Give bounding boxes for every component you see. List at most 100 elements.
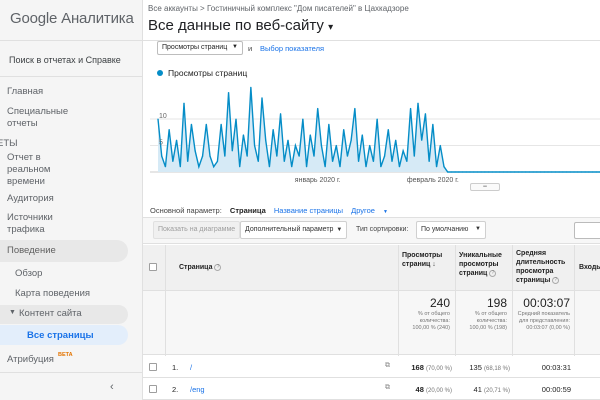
column-header-pageviews-label: Просмотры страниц bbox=[402, 252, 443, 268]
select-all-checkbox[interactable] bbox=[149, 263, 157, 271]
help-icon[interactable]: ? bbox=[552, 276, 560, 284]
column-header-unique[interactable]: Уникальные просмотры страниц? bbox=[459, 251, 511, 278]
chart-area bbox=[158, 87, 600, 172]
chart-point bbox=[183, 102, 185, 104]
chevron-left-icon[interactable]: ‹ bbox=[110, 381, 114, 393]
row-page-link[interactable]: / bbox=[190, 363, 193, 372]
chart-point bbox=[224, 155, 226, 157]
page-title[interactable]: Все данные по веб-сайту ▾ bbox=[148, 17, 333, 34]
chart-point bbox=[272, 129, 274, 131]
chart-point bbox=[343, 129, 345, 131]
sidebar-search-input[interactable]: Поиск в отчетах и Справке bbox=[9, 55, 121, 65]
chart-point bbox=[172, 160, 174, 163]
table-row bbox=[143, 356, 600, 378]
chart-point bbox=[435, 166, 438, 168]
chart-point bbox=[354, 107, 356, 110]
row-checkbox[interactable] bbox=[149, 363, 157, 371]
chart-point bbox=[246, 155, 248, 157]
total-pageviews-share: % от общего количества: 100,00 % (240) bbox=[412, 311, 450, 331]
chart-point bbox=[402, 150, 404, 152]
chart-x-labels: январь 2020 г. февраль 2020 г. bbox=[295, 177, 459, 184]
column-divider bbox=[512, 245, 513, 400]
external-link-icon[interactable]: ⧉ bbox=[385, 384, 390, 391]
sort-type-label: Тип сортировки: bbox=[356, 226, 409, 233]
chart-point bbox=[554, 171, 557, 173]
chart-points bbox=[157, 86, 600, 173]
sidebar-item-overview[interactable]: Обзор bbox=[15, 268, 43, 279]
chart-point bbox=[216, 160, 219, 163]
column-divider bbox=[574, 245, 575, 400]
column-header-entrances[interactable]: Входы bbox=[579, 264, 600, 271]
row-pageviews-pct: (70,00 %) bbox=[425, 366, 452, 372]
sidebar-item-special-reports[interactable]: Специальные отчеты bbox=[7, 106, 69, 129]
chart-point bbox=[276, 155, 278, 157]
column-divider bbox=[455, 245, 456, 400]
dimension-other[interactable]: Другое ▼ bbox=[351, 206, 394, 215]
help-icon[interactable]: ? bbox=[489, 269, 497, 277]
chart-point bbox=[476, 171, 479, 173]
total-unique-share: % от общего количества: 100,00 % (198) bbox=[469, 311, 507, 331]
chart-point bbox=[339, 166, 341, 168]
chart-point bbox=[376, 118, 378, 120]
chart-point bbox=[361, 134, 363, 136]
chart-point bbox=[291, 166, 293, 168]
row-pageviews: 168 (70,00 %) bbox=[400, 363, 452, 372]
chart-point bbox=[283, 160, 285, 163]
chart-point bbox=[499, 171, 501, 173]
row-checkbox[interactable] bbox=[149, 385, 157, 393]
chart-point bbox=[369, 144, 371, 147]
chart-point bbox=[565, 171, 568, 173]
sidebar-item-behavior[interactable]: Поведение bbox=[7, 245, 56, 256]
chart-point bbox=[447, 171, 449, 173]
secondary-dimension-label: Дополнительный параметр bbox=[245, 226, 334, 233]
chart-point bbox=[328, 123, 330, 125]
chart-point bbox=[539, 171, 542, 173]
chart-point bbox=[484, 171, 486, 173]
sidebar-item-site-content[interactable]: Контент сайта bbox=[19, 308, 82, 319]
column-header-page[interactable]: Страница? bbox=[179, 263, 222, 272]
chart-point bbox=[231, 150, 233, 152]
sidebar-divider bbox=[0, 40, 143, 41]
total-pageviews: 240 bbox=[429, 296, 450, 310]
chart-point bbox=[595, 171, 597, 173]
date-range-handle[interactable]: ═ bbox=[470, 183, 500, 191]
dimension-page[interactable]: Страница bbox=[229, 206, 266, 215]
chart-point bbox=[510, 171, 512, 173]
sidebar-item-acquisition[interactable]: Источники трафика bbox=[7, 212, 53, 235]
table-search-input[interactable] bbox=[574, 222, 600, 239]
chart-point bbox=[309, 134, 311, 136]
chart-point bbox=[383, 155, 386, 157]
chart-point bbox=[261, 97, 263, 99]
sidebar-item-behavior-flow[interactable]: Карта поведения bbox=[15, 288, 91, 299]
chart-point bbox=[190, 123, 193, 125]
external-link-icon[interactable]: ⧉ bbox=[385, 362, 390, 369]
row-page-link[interactable]: /eng bbox=[190, 385, 205, 394]
chevron-down-icon: ▼ bbox=[232, 44, 238, 50]
chart-point bbox=[387, 129, 389, 131]
sidebar-item-attribution[interactable]: Атрибуция bbox=[7, 354, 54, 365]
chart-point bbox=[164, 166, 167, 168]
column-header-pageviews[interactable]: Просмотры страниц ↓ bbox=[402, 251, 454, 269]
sidebar-item-audience[interactable]: Аудитория bbox=[7, 193, 54, 204]
chart-point bbox=[317, 107, 319, 110]
sort-type-select[interactable]: По умолчанию ▼ bbox=[416, 221, 486, 239]
page-title-text: Все данные по веб-сайту bbox=[148, 17, 324, 34]
sidebar-item-home[interactable]: Главная bbox=[7, 86, 44, 97]
chart-point bbox=[562, 171, 564, 173]
sidebar-item-realtime[interactable]: Отчет в реальном времени bbox=[7, 152, 51, 187]
metric-select[interactable]: Просмотры страниц ▼ bbox=[157, 41, 243, 55]
sort-arrow-down-icon: ↓ bbox=[432, 261, 436, 268]
dimension-page-title[interactable]: Название страницы bbox=[273, 206, 344, 215]
total-avg-time: 00:03:07 bbox=[523, 296, 570, 310]
x-tick-label: февраль 2020 г. bbox=[407, 177, 459, 184]
secondary-dimension-select[interactable]: Дополнительный параметр ▼ bbox=[240, 221, 348, 239]
sidebar-item-all-pages[interactable]: Все страницы bbox=[27, 330, 94, 341]
help-icon[interactable]: ? bbox=[214, 263, 222, 271]
column-header-avg-time[interactable]: Средняя длительность просмотра страницы? bbox=[516, 249, 574, 285]
breadcrumb[interactable]: Все аккаунты > Гостиничный комплекс "Дом… bbox=[148, 4, 409, 13]
chart-point bbox=[209, 155, 211, 157]
choose-metric-link[interactable]: Выбор показателя bbox=[260, 44, 325, 53]
chart-point bbox=[469, 171, 471, 173]
chart-point bbox=[220, 123, 222, 125]
plot-rows-button[interactable]: Показать на диаграмме bbox=[153, 221, 241, 239]
